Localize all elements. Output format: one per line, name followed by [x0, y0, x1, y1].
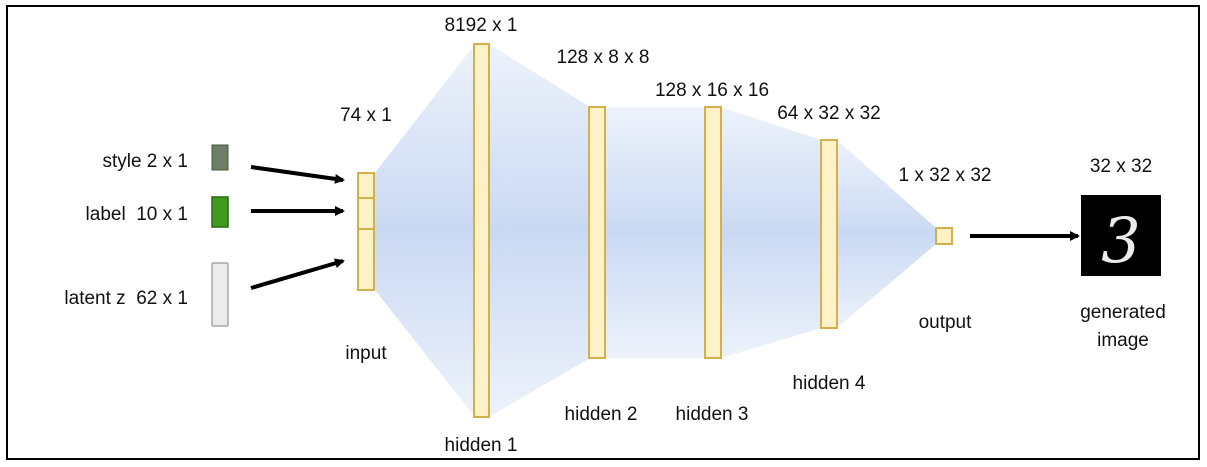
flow-hidden4-to-output — [837, 140, 936, 328]
output-dims-label: 1 x 32 x 32 — [899, 165, 992, 186]
label-input-label: label 10 x 1 — [86, 204, 188, 225]
hidden1-layer — [473, 43, 490, 418]
output-layer — [935, 227, 953, 245]
style-input-block — [211, 144, 229, 171]
latent-input-block — [211, 262, 229, 327]
generated-image: 3 — [1081, 195, 1161, 277]
hidden4-dims-label: 64 x 32 x 32 — [777, 103, 881, 124]
generated-image-background — [1081, 195, 1161, 276]
hidden2-layer — [588, 106, 606, 359]
flow-shading — [375, 44, 936, 417]
hidden1-name-label: hidden 1 — [445, 435, 518, 456]
flow-input-to-hidden1 — [375, 44, 475, 417]
hidden4-name-label: hidden 4 — [793, 373, 866, 394]
flow-hidden3-to-hidden4 — [721, 107, 821, 358]
label-input-block — [211, 196, 229, 228]
style-input-label: style 2 x 1 — [102, 151, 188, 172]
hidden4-layer — [820, 139, 838, 329]
latent-input-label: latent z 62 x 1 — [64, 288, 188, 309]
hidden1-dims-label: 8192 x 1 — [445, 15, 518, 36]
generated-digit: 3 — [1101, 204, 1140, 277]
generated-caption-line2: image — [1097, 330, 1149, 351]
latent-arrow — [250, 258, 345, 290]
hidden3-name-label: hidden 3 — [676, 404, 749, 425]
flow-hidden1-to-hidden2 — [489, 44, 590, 417]
hidden3-layer — [704, 106, 722, 359]
output-name-label: output — [919, 312, 973, 333]
flow-hidden2-to-hidden3 — [605, 107, 706, 358]
input-dims-label: 74 x 1 — [340, 105, 392, 126]
hidden2-name-label: hidden 2 — [565, 404, 638, 425]
hidden3-dims-label: 128 x 16 x 16 — [655, 80, 769, 101]
hidden2-dims-label: 128 x 8 x 8 — [557, 47, 650, 68]
input-name-label: input — [345, 343, 387, 364]
style-arrow — [250, 165, 345, 184]
generated-caption-line1: generated — [1080, 302, 1166, 323]
input-layer — [357, 172, 375, 291]
generated-dims-label: 32 x 32 — [1090, 156, 1152, 177]
input-layer-box — [357, 172, 375, 291]
